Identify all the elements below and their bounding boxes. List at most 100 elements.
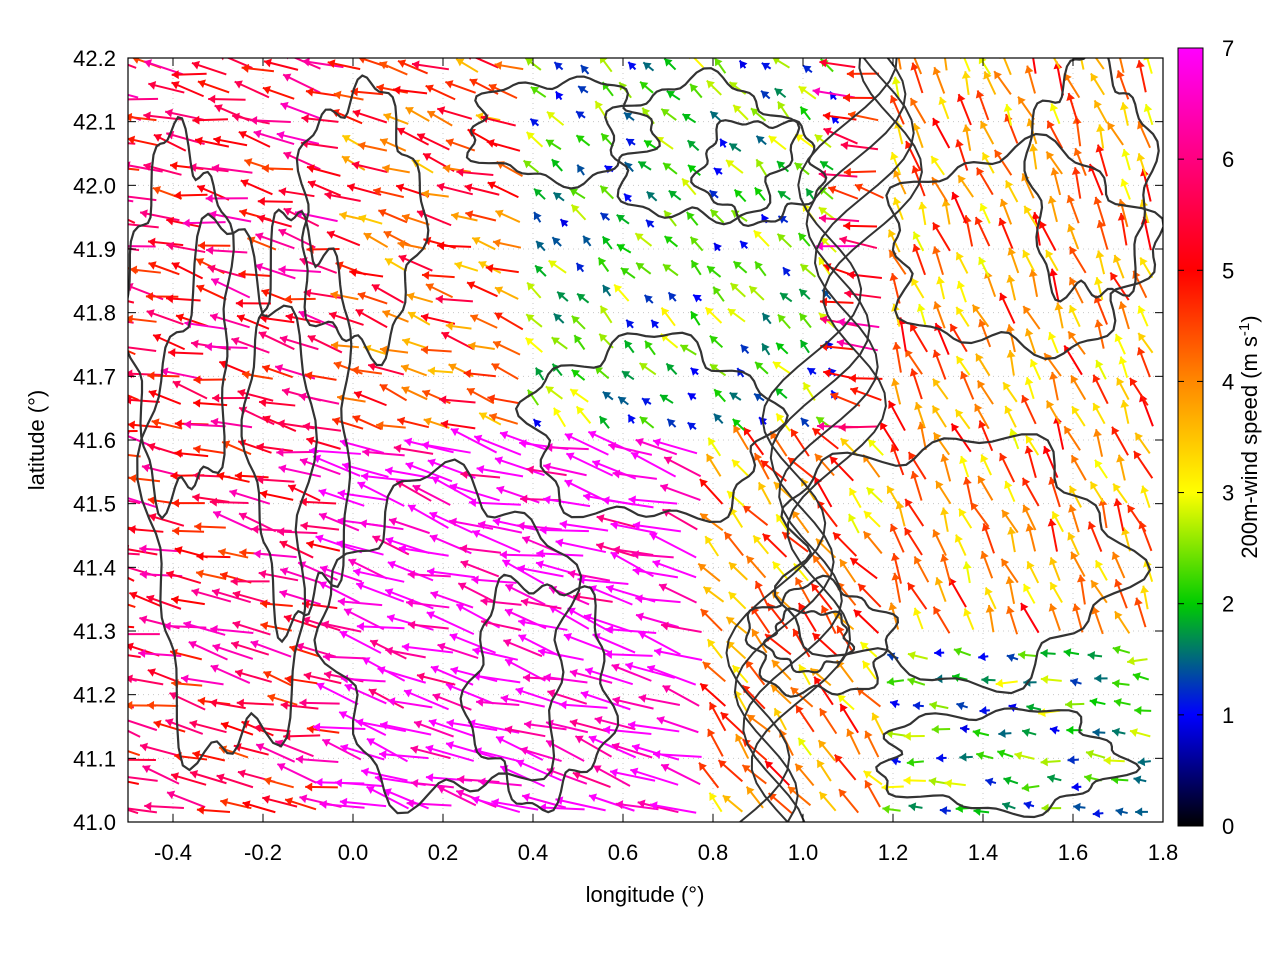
wind-arrow-head bbox=[181, 674, 189, 684]
wind-arrow-shaft bbox=[377, 667, 427, 684]
wind-arrow-head bbox=[188, 640, 197, 649]
wind-arrow-head bbox=[261, 288, 270, 298]
wind-arrow-head bbox=[96, 666, 104, 675]
wind-arrow-head bbox=[397, 59, 407, 68]
wind-arrow-shaft bbox=[128, 346, 157, 353]
wind-arrow-head bbox=[406, 292, 415, 301]
wind-arrow-head bbox=[385, 536, 394, 546]
wind-arrow-head bbox=[477, 520, 486, 530]
wind-arrow-head bbox=[306, 540, 315, 549]
wind-arrow-head bbox=[819, 791, 828, 801]
wind-arrow-shaft bbox=[182, 221, 226, 225]
wind-arrow-head bbox=[750, 108, 760, 117]
wind-arrow-shaft bbox=[445, 742, 497, 759]
wind-arrow-head bbox=[355, 309, 364, 318]
wind-arrow-head bbox=[205, 193, 213, 203]
wind-arrow-head bbox=[978, 420, 987, 429]
wind-arrow-shaft bbox=[337, 600, 383, 607]
wind-arrow-head bbox=[761, 90, 770, 99]
wind-arrow-shaft bbox=[565, 452, 614, 477]
wind-arrow-head bbox=[301, 114, 309, 124]
wind-arrow-head bbox=[807, 368, 816, 376]
wind-arrow-head bbox=[709, 702, 718, 711]
wind-arrow-head bbox=[792, 510, 801, 519]
wind-arrow-head bbox=[567, 569, 576, 579]
wind-arrow-head bbox=[788, 786, 797, 795]
wind-arrow-shaft bbox=[495, 735, 544, 761]
wind-arrow-shaft bbox=[472, 674, 521, 684]
wind-arrow-head bbox=[1068, 277, 1078, 286]
terrain-contour bbox=[295, 74, 430, 367]
wind-arrow-head bbox=[740, 344, 749, 353]
wind-arrow-head bbox=[160, 367, 169, 377]
wind-arrow-head bbox=[102, 207, 110, 215]
wind-arrow-head bbox=[834, 754, 843, 763]
wind-arrow-head bbox=[1140, 485, 1149, 494]
wind-arrow-head bbox=[1134, 597, 1143, 606]
wind-arrow-head bbox=[774, 88, 783, 97]
wind-arrow-head bbox=[616, 244, 626, 252]
wind-arrow-shaft bbox=[584, 668, 634, 686]
wind-arrow-shaft bbox=[627, 723, 680, 733]
wind-arrow-head bbox=[326, 230, 336, 239]
wind-arrow-head bbox=[478, 777, 486, 787]
wind-arrow-head bbox=[193, 375, 201, 385]
wind-arrow-head bbox=[218, 548, 227, 557]
wind-arrow-head bbox=[972, 728, 981, 738]
wind-arrow-shaft bbox=[652, 439, 698, 455]
wind-arrow-shaft bbox=[398, 546, 449, 557]
wind-arrow-head bbox=[980, 551, 989, 560]
wind-arrow-head bbox=[912, 701, 921, 711]
wind-arrow-head bbox=[615, 800, 624, 810]
wind-arrow-head bbox=[307, 334, 317, 344]
wind-arrow-head bbox=[660, 483, 669, 493]
wind-arrow-head bbox=[664, 58, 673, 67]
wind-arrow-head bbox=[933, 606, 942, 616]
wind-arrow-head bbox=[756, 135, 765, 144]
wind-arrow-head bbox=[1048, 268, 1058, 277]
wind-arrow-head bbox=[546, 139, 555, 148]
wind-arrow-head bbox=[183, 420, 192, 430]
wind-arrow-shaft bbox=[128, 97, 159, 101]
wind-arrow-head bbox=[893, 169, 902, 178]
wind-arrow-head bbox=[524, 720, 532, 730]
wind-arrow-head bbox=[1027, 40, 1036, 48]
wind-arrow-head bbox=[104, 595, 112, 604]
wind-arrow-head bbox=[1024, 328, 1034, 337]
wind-arrow-head bbox=[118, 342, 126, 351]
wind-arrow-head bbox=[580, 65, 589, 74]
wind-arrow-head bbox=[194, 522, 202, 532]
wind-arrow-head bbox=[628, 414, 636, 423]
wind-arrow-head bbox=[402, 337, 411, 347]
wind-arrow-head bbox=[791, 429, 799, 438]
wind-arrow-head bbox=[885, 729, 894, 739]
wind-arrow-head bbox=[844, 289, 852, 299]
wind-arrow-head bbox=[932, 349, 942, 358]
wind-arrow-head bbox=[1022, 504, 1031, 514]
wind-arrow-head bbox=[232, 590, 241, 600]
wind-arrow-head bbox=[275, 739, 284, 748]
wind-arrow-head bbox=[370, 639, 379, 648]
wind-arrow-head bbox=[167, 790, 176, 800]
wind-arrow-head bbox=[397, 416, 406, 426]
wind-arrow-head bbox=[363, 232, 372, 241]
wind-arrow-head bbox=[445, 138, 455, 147]
wind-arrow-head bbox=[432, 692, 441, 702]
wind-arrow-head bbox=[588, 735, 598, 744]
wind-arrow-head bbox=[171, 595, 179, 605]
wind-arrow-head bbox=[107, 470, 115, 479]
wind-arrow-head bbox=[319, 512, 328, 521]
wind-arrow-head bbox=[468, 498, 477, 508]
wind-arrow-head bbox=[425, 744, 434, 754]
wind-arrow-head bbox=[383, 788, 392, 797]
wind-arrow-head bbox=[848, 513, 857, 523]
wind-arrow-shaft bbox=[545, 721, 589, 734]
wind-arrow-head bbox=[518, 617, 526, 627]
wind-arrow-shaft bbox=[212, 644, 254, 660]
wind-arrow-head bbox=[798, 86, 807, 95]
wind-arrow-head bbox=[578, 86, 587, 94]
wind-arrow-head bbox=[241, 370, 250, 380]
wind-arrow-head bbox=[940, 44, 949, 52]
wind-arrow-shaft bbox=[128, 93, 139, 99]
wind-arrow-head bbox=[535, 367, 544, 376]
